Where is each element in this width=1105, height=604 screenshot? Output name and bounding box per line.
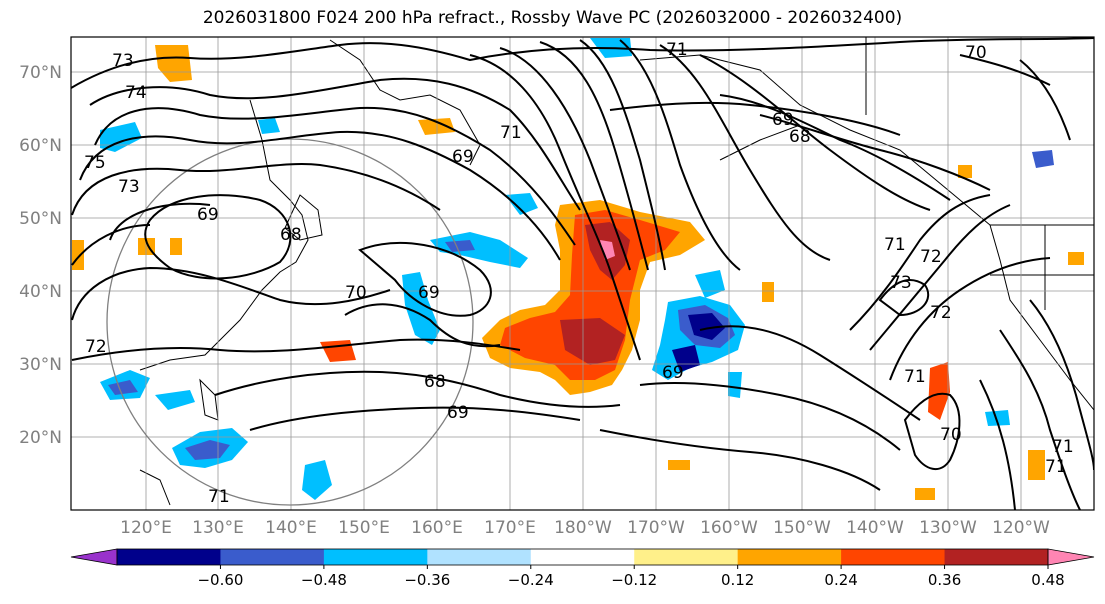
colorbar-tick-label: 0.12: [721, 571, 754, 589]
lat-label: 20°N: [19, 428, 62, 448]
colorbar-tick-label: 0.24: [824, 571, 857, 589]
contour-label: 70: [965, 43, 987, 63]
colorbar-bin: [530, 549, 635, 565]
colorbar-bin: [117, 549, 221, 565]
colorbar-bin: [737, 549, 842, 565]
contour-label: 70: [345, 283, 367, 303]
colorbar-tick-label: −0.48: [301, 571, 347, 589]
lat-label: 60°N: [19, 136, 62, 156]
colorbar-bin: [427, 549, 532, 565]
contour-label: 72: [85, 337, 107, 357]
contour-label: 71: [884, 235, 906, 255]
contour-label: 69: [418, 283, 440, 303]
lon-label: 180°W: [554, 518, 612, 538]
map-title: 2026031800 F024 200 hPa refract., Rossby…: [202, 8, 903, 28]
lat-label: 70°N: [19, 63, 62, 83]
contour-label: 75: [84, 153, 106, 173]
contour-label: 71: [904, 367, 926, 387]
colorbar-bin: [841, 549, 946, 565]
lon-label: 120°W: [992, 518, 1050, 538]
lat-label: 30°N: [19, 355, 62, 375]
colorbar-bin: [220, 549, 325, 565]
colorbar-bin: [323, 549, 428, 565]
contour-labels: 73 71 70 74 75 73 69 68 69 70 69 72 68 6…: [84, 40, 1074, 507]
lon-label: 130°W: [919, 518, 977, 538]
contour-label: 68: [280, 225, 302, 245]
contour-label: 68: [424, 372, 446, 392]
contour-label: 68: [789, 127, 811, 147]
lon-label: 150°W: [773, 518, 831, 538]
coastlines: [139, 37, 1094, 506]
lon-label: 160°E: [411, 518, 463, 538]
contour-label: 69: [772, 110, 794, 130]
colorbar-bin: [944, 549, 1049, 565]
contour-label: 69: [447, 403, 469, 423]
lon-label: 140°W: [846, 518, 904, 538]
contour-label: 71: [1045, 457, 1067, 477]
contour-label: 69: [197, 205, 219, 225]
contour-label: 71: [1052, 437, 1074, 457]
contour-label: 69: [662, 363, 684, 383]
anomaly-shading: [72, 38, 1084, 500]
lon-label: 140°E: [265, 518, 317, 538]
contour-label: 73: [890, 273, 912, 293]
lat-label: 40°N: [19, 282, 62, 302]
lon-label: 150°E: [338, 518, 390, 538]
contour-label: 72: [930, 303, 952, 323]
refraction-contours: [71, 37, 1094, 510]
colorbar-tick-label: 0.48: [1031, 571, 1064, 589]
colorbar-extend-high: [1047, 548, 1095, 566]
lon-label: 130°E: [192, 518, 244, 538]
contour-label: 71: [500, 123, 522, 143]
plot-frame: [70, 36, 1095, 511]
contour-label: 70: [940, 425, 962, 445]
colorbar-extend-low: [70, 548, 118, 566]
reference-circle: [106, 138, 474, 506]
colorbar: −0.60 −0.48 −0.36 −0.24 −0.12 0.12 0.24 0.36 0.4…: [70, 548, 1095, 589]
colorbar-bin: [634, 549, 739, 565]
contour-label: 71: [666, 40, 688, 60]
lat-label: 50°N: [19, 209, 62, 229]
colorbar-tick-label: 0.36: [928, 571, 961, 589]
contour-label: 73: [112, 51, 134, 71]
latitude-labels: 70°N 60°N 50°N 40°N 30°N 20°N: [19, 63, 62, 448]
colorbar-tick-label: −0.12: [611, 571, 657, 589]
colorbar-frame: [116, 548, 1049, 566]
longitude-labels: 120°E 130°E 140°E 150°E 160°E 170°E 180°…: [120, 518, 1050, 538]
colorbar-tick-label: −0.24: [508, 571, 554, 589]
lon-label: 170°W: [627, 518, 685, 538]
colorbar-tick-label: −0.60: [197, 571, 243, 589]
contour-label: 74: [125, 83, 147, 103]
contour-label: 72: [920, 247, 942, 267]
colorbar-tick-label: −0.36: [404, 571, 450, 589]
contour-label: 71: [208, 487, 230, 507]
lon-label: 160°W: [700, 518, 758, 538]
contour-label: 69: [452, 147, 474, 167]
contour-label: 73: [118, 177, 140, 197]
lon-label: 120°E: [120, 518, 172, 538]
lon-label: 170°E: [484, 518, 536, 538]
